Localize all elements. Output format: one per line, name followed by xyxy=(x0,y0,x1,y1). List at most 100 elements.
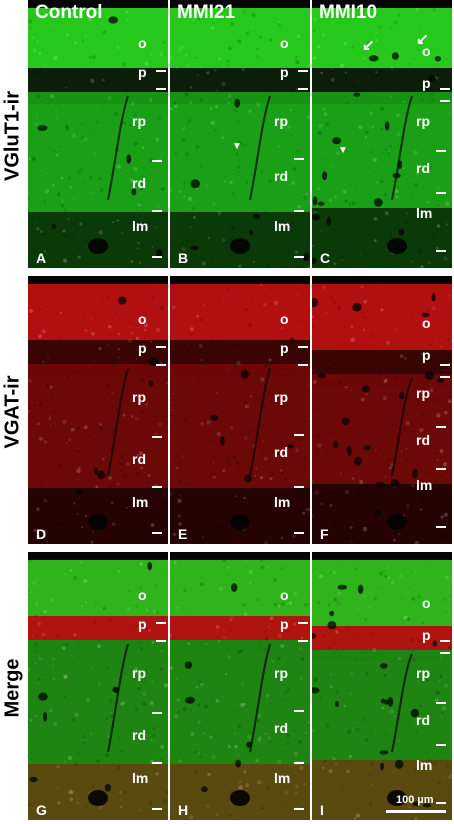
layer-label-o: o xyxy=(138,311,147,327)
layer-label-rp: rp xyxy=(416,665,430,681)
micrograph-panel-d: o p rp rd lm D xyxy=(28,276,168,544)
layer-boundary-tick xyxy=(436,744,446,746)
panel-letter: I xyxy=(320,802,324,818)
layer-label-lm: lm xyxy=(274,494,291,510)
layer-label-lm: lm xyxy=(416,757,433,773)
layer-boundary-tick xyxy=(294,532,304,534)
layer-boundary-tick xyxy=(156,70,166,72)
layer-label-p: p xyxy=(138,64,147,80)
layer-label-o: o xyxy=(422,43,431,59)
layer-boundary-tick xyxy=(152,436,162,438)
layer-label-lm: lm xyxy=(416,477,433,493)
row-label: Merge xyxy=(0,552,26,824)
layer-label-p: p xyxy=(138,340,147,356)
micrograph-panel-h: o p rp rd lm H xyxy=(170,552,310,820)
layer-label-rd: rd xyxy=(132,175,146,191)
column-title: MMI10 xyxy=(319,2,378,23)
layer-label-rp: rp xyxy=(274,665,288,681)
panel-letter: B xyxy=(178,250,189,266)
layer-label-o: o xyxy=(280,35,289,51)
layer-boundary-tick xyxy=(156,88,166,90)
layer-boundary-tick xyxy=(152,160,162,162)
layer-label-rp: rp xyxy=(132,113,146,129)
layer-label-rd: rd xyxy=(274,720,288,736)
layer-boundary-tick xyxy=(298,346,308,348)
scale-bar-label: 100 µm xyxy=(396,794,434,806)
layer-boundary-tick xyxy=(436,250,446,252)
micrograph-panel-c: MMI10 o p rp rd lm C ↙ ↙ ▼ xyxy=(312,0,452,268)
layer-label-rd: rd xyxy=(274,444,288,460)
layer-label-p: p xyxy=(138,616,147,632)
layer-boundary-tick xyxy=(152,486,162,488)
layer-boundary-tick xyxy=(294,434,304,436)
micrograph-panel-e: o p rp rd lm E xyxy=(170,276,310,544)
layer-label-rp: rp xyxy=(416,113,430,129)
row-label: VGAT-ir xyxy=(0,276,26,548)
layer-boundary-tick xyxy=(294,808,304,810)
layer-boundary-tick xyxy=(298,88,308,90)
layer-label-o: o xyxy=(280,587,289,603)
row-label-text: VGAT-ir xyxy=(1,375,24,449)
layer-boundary-tick xyxy=(440,376,450,378)
layer-label-rd: rd xyxy=(416,160,430,176)
micrograph-panel-f: o p rp rd lm F xyxy=(312,276,452,544)
layer-boundary-tick xyxy=(440,652,450,654)
layer-boundary-tick xyxy=(294,158,304,160)
layer-boundary-tick xyxy=(156,640,166,642)
layer-boundary-tick xyxy=(440,640,450,642)
layer-boundary-tick xyxy=(436,150,446,152)
layer-label-o: o xyxy=(280,311,289,327)
micrograph-image xyxy=(170,276,310,544)
layer-boundary-tick xyxy=(152,762,162,764)
layer-label-rd: rd xyxy=(274,168,288,184)
arrowhead-icon: ▼ xyxy=(232,141,242,152)
column-title: Control xyxy=(35,2,103,23)
layer-boundary-tick xyxy=(156,346,166,348)
layer-label-rd: rd xyxy=(416,712,430,728)
micrograph-image xyxy=(312,0,452,268)
layer-label-p: p xyxy=(280,340,289,356)
layer-boundary-tick xyxy=(436,192,446,194)
layer-boundary-tick xyxy=(152,808,162,810)
layer-label-o: o xyxy=(138,35,147,51)
layer-boundary-tick xyxy=(440,364,450,366)
micrograph-image xyxy=(28,0,168,268)
layer-label-rp: rp xyxy=(274,389,288,405)
layer-label-rd: rd xyxy=(132,451,146,467)
layer-boundary-tick xyxy=(436,426,446,428)
layer-boundary-tick xyxy=(152,256,162,258)
arrow-icon: ↙ xyxy=(362,37,375,54)
panel-letter: F xyxy=(320,526,329,542)
micrograph-panel-b: MMI21 o p rp rd lm B ▼ xyxy=(170,0,310,268)
panel-letter: H xyxy=(178,802,189,818)
layer-label-o: o xyxy=(138,587,147,603)
micrograph-image xyxy=(170,0,310,268)
layer-boundary-tick xyxy=(156,622,166,624)
layer-label-p: p xyxy=(422,347,431,363)
layer-label-lm: lm xyxy=(416,205,433,221)
layer-boundary-tick xyxy=(436,702,446,704)
layer-boundary-tick xyxy=(294,486,304,488)
layer-boundary-tick xyxy=(152,712,162,714)
layer-label-lm: lm xyxy=(132,770,149,786)
column-title: MMI21 xyxy=(177,2,236,23)
layer-label-lm: lm xyxy=(132,218,149,234)
layer-boundary-tick xyxy=(294,710,304,712)
panel-letter: E xyxy=(178,526,188,542)
layer-boundary-tick xyxy=(156,364,166,366)
layer-boundary-tick xyxy=(440,100,450,102)
layer-label-rd: rd xyxy=(132,727,146,743)
layer-boundary-tick xyxy=(298,622,308,624)
micrograph-image xyxy=(28,276,168,544)
layer-label-rp: rp xyxy=(132,389,146,405)
layer-label-p: p xyxy=(280,64,289,80)
arrow-icon: ↙ xyxy=(416,31,429,48)
layer-label-o: o xyxy=(422,315,431,331)
panel-letter: G xyxy=(36,802,47,818)
layer-label-p: p xyxy=(422,75,431,91)
layer-label-p: p xyxy=(422,627,431,643)
micrograph-panel-i: o p rp rd lm I 100 µm xyxy=(312,552,452,820)
layer-boundary-tick xyxy=(152,210,162,212)
micrograph-image xyxy=(312,552,452,820)
layer-boundary-tick xyxy=(440,88,450,90)
